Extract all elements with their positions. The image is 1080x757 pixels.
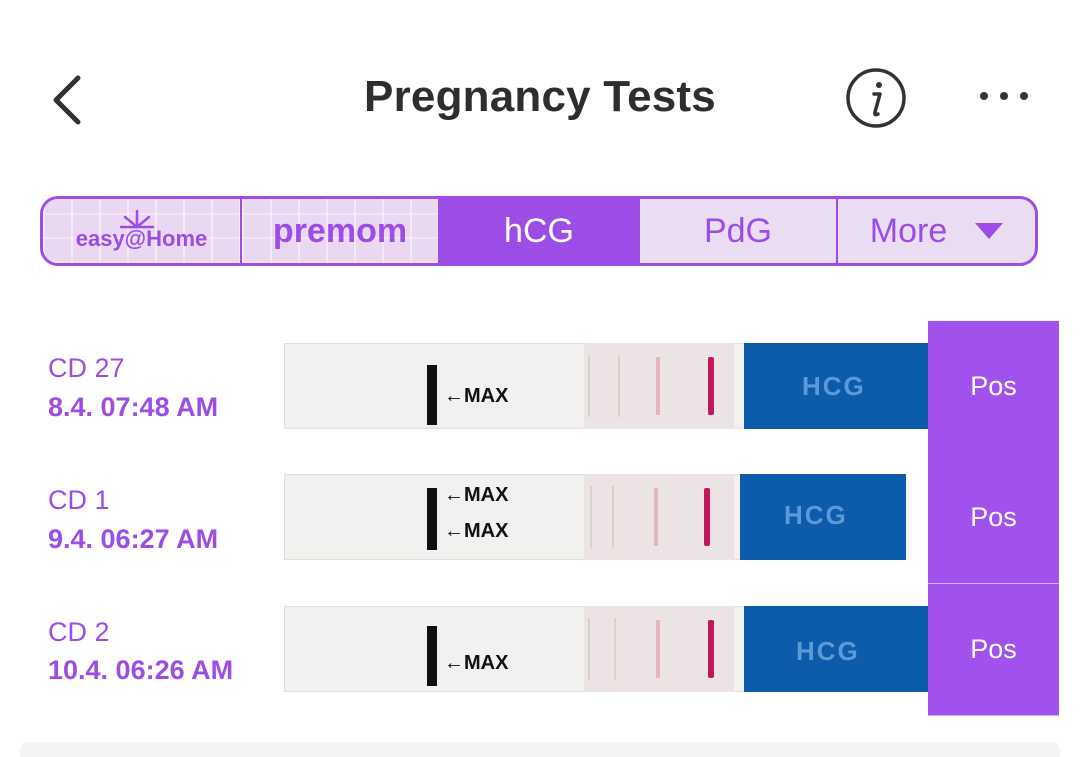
tab-more-label: More <box>869 211 948 250</box>
test-row[interactable]: CD 2 10.4. 06:26 AM ←MAX HCG Pos <box>0 584 1080 716</box>
tab-pdg-label: PdG <box>703 211 773 250</box>
test-row[interactable]: CD 1 9.4. 06:27 AM ←MAX ←MAX HCG Pos <box>0 452 1080 584</box>
max-label: ←MAX <box>444 385 509 407</box>
test-strip-image[interactable]: ←MAX HCG <box>284 606 928 692</box>
page-title: Pregnancy Tests <box>364 72 716 121</box>
test-strip-image[interactable]: ←MAX HCG <box>284 343 928 429</box>
result-badge[interactable]: Pos <box>928 584 1059 716</box>
max-label: ←MAX <box>444 652 509 674</box>
strip-brand-text: HCG <box>796 636 860 666</box>
max-label: ←MAX <box>444 520 509 542</box>
test-datetime: 9.4. 06:27 AM <box>48 524 219 554</box>
test-row[interactable]: CD 27 8.4. 07:48 AM ←MAX HCG Pos <box>0 321 1080 453</box>
cycle-day: CD 2 <box>48 617 110 647</box>
strip-brand-text: HCG <box>784 500 848 530</box>
tab-pdg[interactable]: PdG <box>640 199 838 263</box>
tab-hcg-label: hCG <box>504 211 574 250</box>
caret-down-icon <box>975 223 1004 239</box>
cycle-day: CD 27 <box>48 353 125 383</box>
strip-brand-text: HCG <box>802 371 866 401</box>
ellipsis-icon <box>980 92 1028 100</box>
chevron-left-icon <box>53 75 81 125</box>
test-type-tabs: easy@Home premom hCG PdG More <box>40 196 1038 266</box>
info-button[interactable] <box>844 66 908 130</box>
bottom-sheet-edge <box>20 742 1060 757</box>
max-label: ←MAX <box>444 484 509 506</box>
info-icon <box>846 68 906 128</box>
tab-premom[interactable]: premom <box>242 199 440 263</box>
back-button[interactable] <box>38 64 98 134</box>
result-badge[interactable]: Pos <box>928 452 1059 584</box>
tab-hcg[interactable]: hCG <box>440 199 640 263</box>
easy-home-logo-icon <box>119 209 155 229</box>
test-datetime: 8.4. 07:48 AM <box>48 392 219 422</box>
tab-more[interactable]: More <box>838 199 1035 263</box>
tab-premom-label: premom <box>272 211 408 250</box>
app-header: Pregnancy Tests <box>0 0 1080 190</box>
result-badge[interactable]: Pos <box>928 321 1059 453</box>
cycle-day: CD 1 <box>48 485 110 515</box>
overflow-menu-button[interactable] <box>972 80 1036 112</box>
tab-easy-home-label: easy@Home <box>75 226 208 251</box>
test-strip-image[interactable]: ←MAX ←MAX HCG <box>284 474 906 560</box>
test-datetime: 10.4. 06:26 AM <box>48 655 234 685</box>
tab-easy-home[interactable]: easy@Home <box>43 199 242 263</box>
